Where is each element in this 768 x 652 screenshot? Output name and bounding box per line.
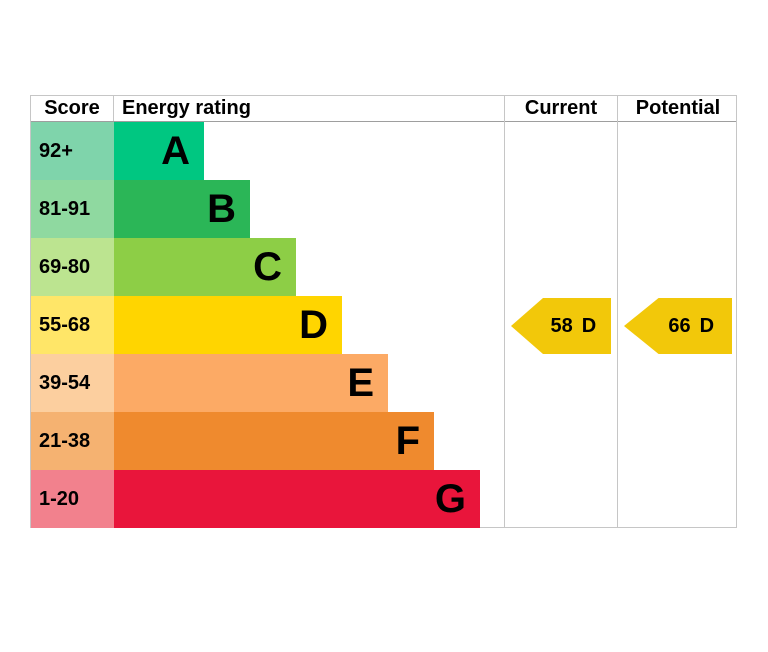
band-bar-b: B [114, 180, 250, 238]
band-row-d: 55-68 D [31, 296, 504, 354]
band-bar-c: C [114, 238, 296, 296]
score-range-c: 69-80 [31, 238, 114, 296]
band-row-f: 21-38 F [31, 412, 504, 470]
score-range-a: 92+ [31, 122, 114, 180]
band-row-g: 1-20 G [31, 470, 504, 528]
band-row-c: 69-80 C [31, 238, 504, 296]
potential-column: Potential 66 D [617, 96, 738, 527]
current-column: Current 58 D [504, 96, 617, 527]
score-column-header: Score [31, 96, 114, 121]
potential-column-header: Potential [635, 97, 721, 119]
band-bar-e: E [114, 354, 388, 412]
current-rating-value: 58 [550, 314, 573, 337]
energy-rating-column-header: Energy rating [122, 97, 251, 119]
band-row-a: 92+ A [31, 122, 504, 180]
score-range-d: 55-68 [31, 296, 114, 354]
band-bar-f: F [114, 412, 434, 470]
band-bar-d: D [114, 296, 342, 354]
score-range-f: 21-38 [31, 412, 114, 470]
band-bar-a: A [114, 122, 204, 180]
current-column-header: Current [524, 97, 598, 119]
score-range-b: 81-91 [31, 180, 114, 238]
score-range-e: 39-54 [31, 354, 114, 412]
current-rating-arrow: 58 D [511, 298, 611, 354]
epc-rating-chart: Score Energy rating 92+ A 81-91 B 69-80 … [30, 95, 737, 528]
band-bar-g: G [114, 470, 480, 528]
potential-rating-value: 66 [668, 314, 691, 337]
band-rows: 92+ A 81-91 B 69-80 C 55-68 D 39-54 E 21… [31, 122, 504, 528]
potential-rating-band: D [699, 314, 715, 337]
current-rating-band: D [581, 314, 597, 337]
potential-rating-arrow: 66 D [624, 298, 732, 354]
score-range-g: 1-20 [31, 470, 114, 528]
band-row-e: 39-54 E [31, 354, 504, 412]
table-header: Score Energy rating [31, 96, 736, 122]
band-row-b: 81-91 B [31, 180, 504, 238]
